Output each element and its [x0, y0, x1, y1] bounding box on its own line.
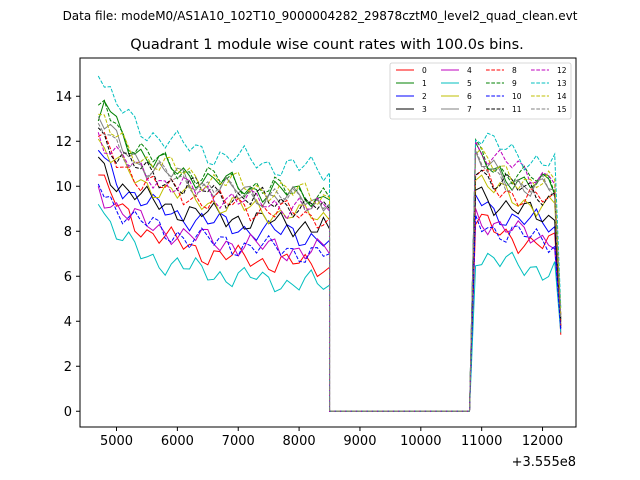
x-axis: 5000 6000 7000 8000 9000 10000 11000 12000: [100, 427, 563, 449]
y-tick-label: 10: [55, 180, 72, 195]
x-tick-label: 7000: [222, 434, 255, 449]
x-offset-label: +3.555e8: [512, 455, 576, 470]
y-tick-label: 4: [64, 315, 72, 330]
legend-label-8: 8: [512, 66, 517, 75]
chart-title: Quadrant 1 module wise count rates with …: [130, 37, 524, 53]
y-tick-label: 14: [55, 90, 72, 105]
x-tick-label: 5000: [100, 434, 133, 449]
plot-background: [80, 58, 576, 427]
legend-label-3: 3: [422, 105, 427, 114]
plot-area: [80, 58, 576, 427]
y-tick-label: 12: [55, 135, 72, 150]
chart-suptitle: Data file: modeM0/AS1A10_102T10_90000042…: [63, 9, 578, 23]
axes-frame: [79, 57, 577, 428]
legend-label-15: 15: [557, 105, 567, 114]
legend-label-6: 6: [467, 92, 472, 101]
series-line-15: [97, 123, 562, 412]
legend-label-12: 12: [557, 66, 567, 75]
legend-label-1: 1: [422, 79, 427, 88]
legend-label-11: 11: [512, 105, 522, 114]
y-tick-label: 2: [64, 360, 72, 375]
series-layer: [97, 75, 562, 412]
x-tick-label: 11000: [461, 434, 502, 449]
legend-label-0: 0: [422, 66, 427, 75]
x-tick-label: 10000: [400, 434, 441, 449]
legend-label-9: 9: [512, 79, 517, 88]
legend-box: [389, 62, 572, 120]
legend-label-2: 2: [422, 92, 427, 101]
y-tick-label: 8: [64, 225, 72, 240]
x-tick-label: 8000: [283, 434, 316, 449]
series-line-11: [97, 127, 562, 412]
y-axis: 0 2 4 6 8 10 12 14: [55, 90, 80, 420]
x-tick-label: 6000: [161, 434, 194, 449]
series-line-12: [97, 132, 562, 412]
x-tick-label: 9000: [343, 434, 376, 449]
legend-label-4: 4: [467, 66, 472, 75]
legend-label-7: 7: [467, 105, 472, 114]
legend-label-13: 13: [557, 79, 567, 88]
y-tick-label: 0: [64, 405, 72, 420]
x-tick-label: 12000: [522, 434, 563, 449]
y-tick-label: 6: [64, 270, 72, 285]
legend-label-14: 14: [557, 92, 567, 101]
legend-label-10: 10: [512, 92, 522, 101]
legend-label-5: 5: [467, 79, 472, 88]
